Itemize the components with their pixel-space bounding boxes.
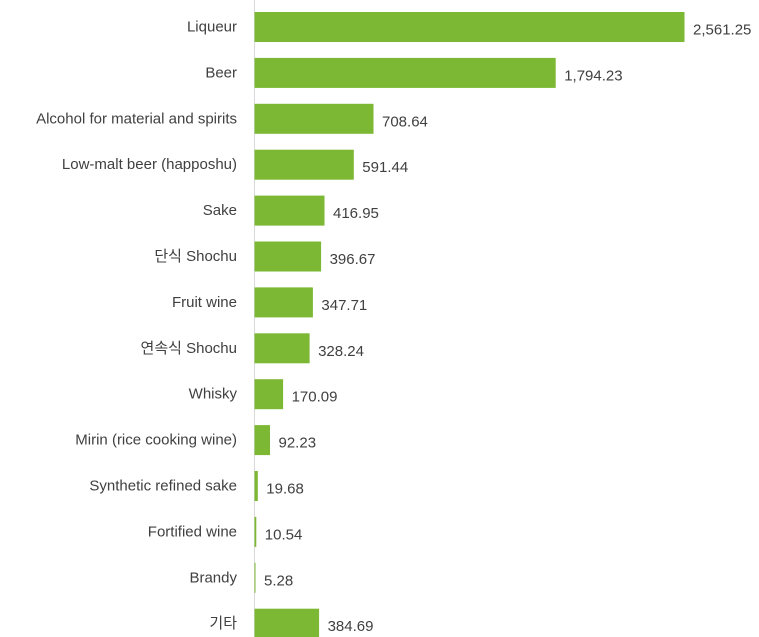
bar (254, 57, 556, 88)
value-label: 384.69 (328, 618, 374, 635)
value-label: 396.67 (330, 251, 376, 268)
category-label: Beer (205, 64, 237, 81)
bar (254, 287, 313, 318)
category-label: Low-malt beer (happoshu) (62, 156, 237, 173)
bar (254, 425, 270, 456)
category-label: Sake (203, 202, 237, 219)
value-label: 10.54 (265, 526, 303, 543)
bar (254, 608, 320, 637)
category-label: Liqueur (187, 19, 237, 36)
bar (254, 12, 685, 42)
bar (254, 471, 258, 501)
bar (254, 333, 310, 364)
value-label: 708.64 (382, 113, 428, 130)
category-label: 기타 (209, 615, 237, 632)
category-label: Fortified wine (148, 523, 237, 540)
category-label: Mirin (rice cooking wine) (75, 432, 237, 449)
bar (254, 562, 256, 593)
value-label: 591.44 (362, 159, 408, 176)
bar (254, 379, 284, 410)
category-label: Brandy (189, 569, 237, 586)
bar (254, 241, 322, 272)
category-label: 단식 Shochu (154, 248, 237, 265)
category-label: Alcohol for material and spirits (36, 110, 237, 127)
bar (254, 149, 354, 180)
bars-group (254, 12, 685, 637)
value-label: 2,561.25 (693, 22, 751, 39)
bar (254, 516, 257, 547)
value-label: 170.09 (292, 389, 338, 406)
value-label: 347.71 (321, 297, 367, 314)
value-label: 328.24 (318, 343, 364, 360)
value-label: 416.95 (333, 205, 379, 222)
value-label: 19.68 (266, 481, 304, 498)
category-labels-group: Liqueur Beer Alcohol for material and spir… (36, 19, 237, 633)
value-label: 5.28 (264, 572, 293, 589)
bar (254, 103, 374, 134)
category-label: Fruit wine (172, 294, 237, 311)
category-label: 연속식 Shochu (141, 340, 237, 357)
bar (254, 195, 325, 226)
value-label: 1,794.23 (564, 67, 622, 84)
category-label: Synthetic refined sake (89, 478, 237, 495)
value-labels-group: 2,561.25 1,794.23 708.64 591.44 416.95 396.67… (264, 22, 751, 636)
category-label: Whisky (189, 386, 238, 403)
value-label: 92.23 (279, 435, 317, 452)
